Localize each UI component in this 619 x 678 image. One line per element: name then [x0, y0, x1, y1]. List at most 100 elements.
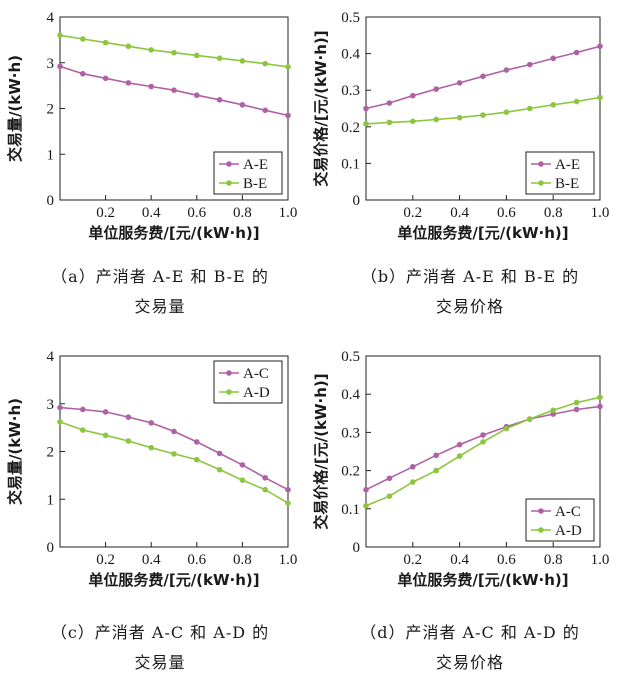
x-tick-label: 1.0 [279, 552, 298, 568]
legend-marker-B-E [538, 180, 544, 186]
y-tick-label: 0.4 [341, 387, 360, 403]
y-tick-label: 0.1 [341, 156, 360, 172]
data-point-B-E [503, 109, 510, 115]
x-tick-label: 0.6 [497, 552, 516, 568]
data-point-A-C [573, 406, 580, 413]
data-point-A-E [171, 87, 177, 93]
data-point-B-E [573, 98, 580, 105]
y-tick-label: 1 [47, 147, 55, 163]
legend: A-E B-E [525, 151, 595, 195]
y-tick-label: 1 [47, 492, 55, 508]
data-point-A-D [433, 467, 440, 474]
caption-a: （a）产消者 A-E 和 B-E 的 交易量 [20, 262, 300, 322]
data-point-A-E [433, 86, 440, 92]
y-tick-label: 0.3 [341, 83, 360, 99]
x-axis-label: 单位服务费/[元/(kW·h)] [88, 571, 259, 589]
x-tick-label: 1.0 [591, 552, 610, 568]
chart-d: 0.2 0.4 0.6 0.8 1.0 0 0.1 0.2 0.3 0.4 0.5 单位服务费/[元/… [312, 349, 609, 589]
data-point-A-C [57, 404, 63, 411]
caption-b-line2: 交易价格 [435, 297, 504, 316]
x-axis-label: 单位服务费/[元/(kW·h)] [88, 224, 259, 242]
legend-marker-A-E [226, 161, 232, 167]
y-tick-label: 0 [353, 540, 361, 556]
data-point-A-D [80, 427, 86, 433]
y-tick-label: 0.2 [341, 464, 360, 480]
data-point-A-E [386, 100, 393, 106]
data-point-A-D [363, 502, 369, 509]
data-point-A-E [550, 55, 556, 62]
legend-box [213, 151, 283, 195]
legend-marker-A-C [538, 508, 544, 514]
plot-frame [365, 355, 601, 548]
data-point-A-D [148, 444, 154, 451]
y-tick-label: 3 [47, 56, 55, 72]
data-point-A-E [216, 97, 223, 103]
y-tick-label: 0 [47, 540, 55, 556]
x-tick-label: 0.8 [544, 205, 563, 221]
x-tick-label: 0.2 [403, 552, 422, 568]
data-point-A-E [262, 107, 269, 114]
data-point-A-E [527, 61, 533, 68]
caption-d: （d）产消者 A-C 和 A-D 的 交易价格 [325, 618, 615, 678]
x-tick-label: 0.4 [142, 205, 161, 221]
data-point-B-E [597, 94, 603, 101]
x-tick-label: 0.8 [233, 205, 252, 221]
data-point-A-E [456, 80, 463, 86]
data-point-B-E [171, 49, 177, 56]
data-point-B-E [194, 52, 200, 59]
x-tick-label: 0.4 [142, 552, 161, 568]
x-tick-label: 0.2 [403, 205, 422, 221]
data-point-A-E [503, 67, 510, 73]
data-point-A-C [456, 441, 463, 448]
data-point-A-D [503, 425, 510, 432]
y-axis-label: 交易量/(kW·h) [6, 398, 24, 505]
legend-box [213, 360, 283, 404]
data-point-A-E [194, 92, 200, 99]
data-point-B-E [480, 112, 486, 118]
legend-label-A-C: A-C [243, 366, 269, 382]
y-tick-label: 0.5 [341, 349, 360, 365]
data-point-A-C [216, 450, 223, 457]
data-point-A-D [527, 416, 533, 422]
data-point-A-C [148, 420, 154, 426]
data-point-B-E [216, 55, 223, 61]
data-point-A-D [125, 438, 132, 444]
x-tick-label: 0.2 [96, 205, 115, 221]
data-point-A-D [57, 419, 63, 425]
x-tick-label: 0.6 [187, 552, 206, 568]
data-point-A-E [80, 70, 86, 77]
data-point-A-D [239, 477, 246, 483]
data-point-A-E [57, 63, 63, 70]
x-tick-label: 0.6 [497, 205, 516, 221]
y-tick-label: 3 [47, 397, 55, 413]
chart-a: 0.2 0.4 0.6 0.8 1.0 0 1 2 3 4 单位服务费/[元/(kW·h)] 交易量/… [6, 10, 297, 242]
y-tick-label: 0.5 [341, 10, 360, 26]
data-point-A-C [480, 432, 486, 438]
y-tick-label: 2 [47, 102, 55, 118]
data-point-B-E [363, 121, 369, 127]
data-point-A-D [573, 399, 580, 406]
data-point-A-D [410, 479, 416, 485]
y-tick-label: 4 [47, 349, 55, 365]
legend-label-A-D: A-D [555, 523, 582, 539]
data-point-A-D [102, 432, 109, 439]
y-axis-label: 交易价格/[元/(kW·h)] [312, 373, 330, 529]
data-point-B-E [527, 105, 533, 112]
data-point-A-D [171, 451, 177, 457]
data-point-A-D [386, 493, 393, 499]
caption-b-line1: （b）产消者 A-E 和 B-E 的 [360, 267, 580, 286]
caption-d-line1: （d）产消者 A-C 和 A-D 的 [360, 623, 580, 642]
caption-c-line2: 交易量 [134, 653, 186, 672]
data-point-B-E [285, 64, 291, 70]
x-tick-label: 0.6 [187, 205, 206, 221]
legend-label-A-D: A-D [243, 385, 270, 401]
data-point-A-D [194, 456, 200, 463]
data-point-A-C [171, 428, 177, 435]
data-point-B-E [102, 39, 109, 46]
caption-c: （c）产消者 A-C 和 A-D 的 交易量 [20, 618, 300, 678]
data-point-A-C [80, 406, 86, 413]
y-tick-label: 4 [47, 10, 55, 26]
x-tick-label: 0.4 [450, 205, 469, 221]
y-axis-label: 交易量/(kW·h) [6, 55, 24, 162]
